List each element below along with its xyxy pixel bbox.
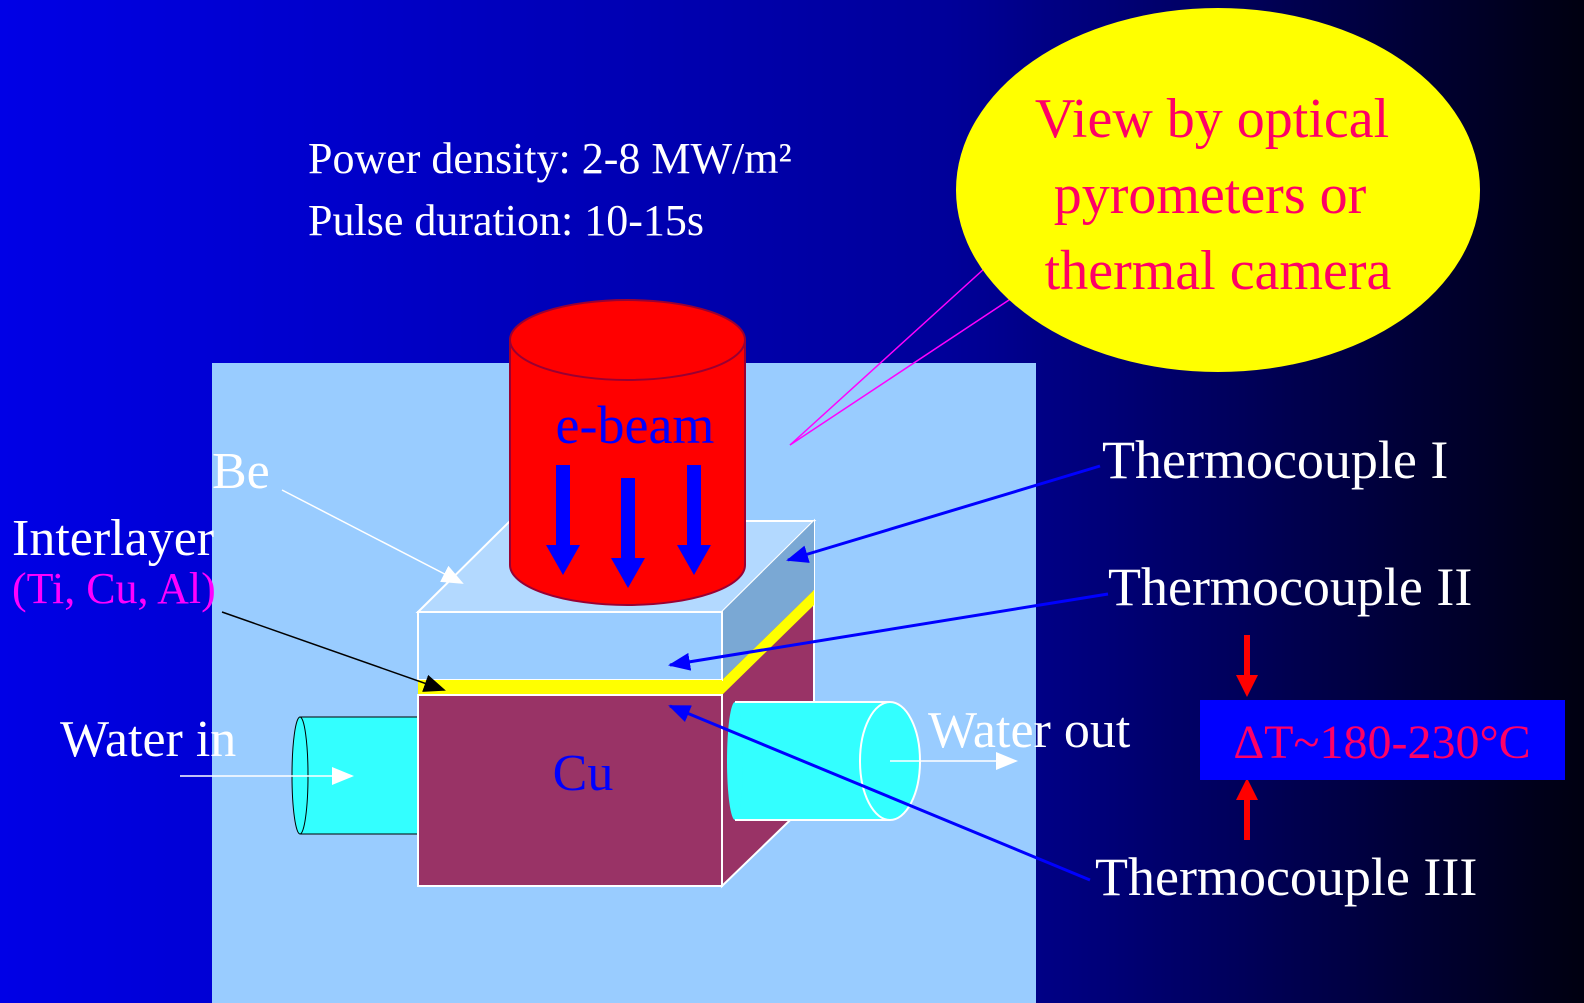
- delta-t-box: [1200, 700, 1565, 780]
- be-arrow: [281, 489, 464, 584]
- be-label: Be: [212, 443, 270, 500]
- callout-line: [789, 297, 1013, 446]
- interlayer-arrow: [221, 611, 446, 692]
- water-out-pipe: [727, 701, 921, 821]
- thermocouple-label: Thermocouple I: [1102, 430, 1448, 490]
- ebeam-label: e-beam: [556, 395, 715, 455]
- interlayer: [418, 680, 722, 695]
- beam-arrows: [546, 465, 711, 588]
- cu-label: Cu: [553, 745, 614, 802]
- be-layer: [417, 611, 723, 681]
- callout-line: [789, 267, 986, 446]
- thermocouple-label: Thermocouple III: [1095, 847, 1477, 907]
- thermocouple-label: Thermocouple II: [1108, 557, 1472, 617]
- delta-t-arrows: [1236, 635, 1258, 840]
- thermocouple-arrow: [786, 464, 1101, 563]
- interlayer-materials: (Ti, Cu, Al): [12, 564, 216, 613]
- interlayer-label: Interlayer: [12, 510, 214, 567]
- thermocouple-arrow: [668, 592, 1109, 671]
- thermocouple-arrow: [668, 704, 1091, 882]
- delta-t-label: ΔT~180-230°C: [1233, 716, 1530, 769]
- water-out-label: Water out: [928, 702, 1131, 759]
- callout-text: thermal camera: [1045, 240, 1392, 302]
- callout-text: View by optical: [1035, 88, 1389, 150]
- header-line: Power density: 2-8 MW/m²: [308, 134, 792, 183]
- callout-bubble: [956, 8, 1480, 372]
- water-in-label: Water in: [60, 711, 236, 768]
- header-line: Pulse duration: 10-15s: [308, 196, 704, 245]
- cu-block: [417, 694, 723, 887]
- callout-text: pyrometers or: [1054, 164, 1367, 226]
- box-side-interlayer: [722, 590, 814, 695]
